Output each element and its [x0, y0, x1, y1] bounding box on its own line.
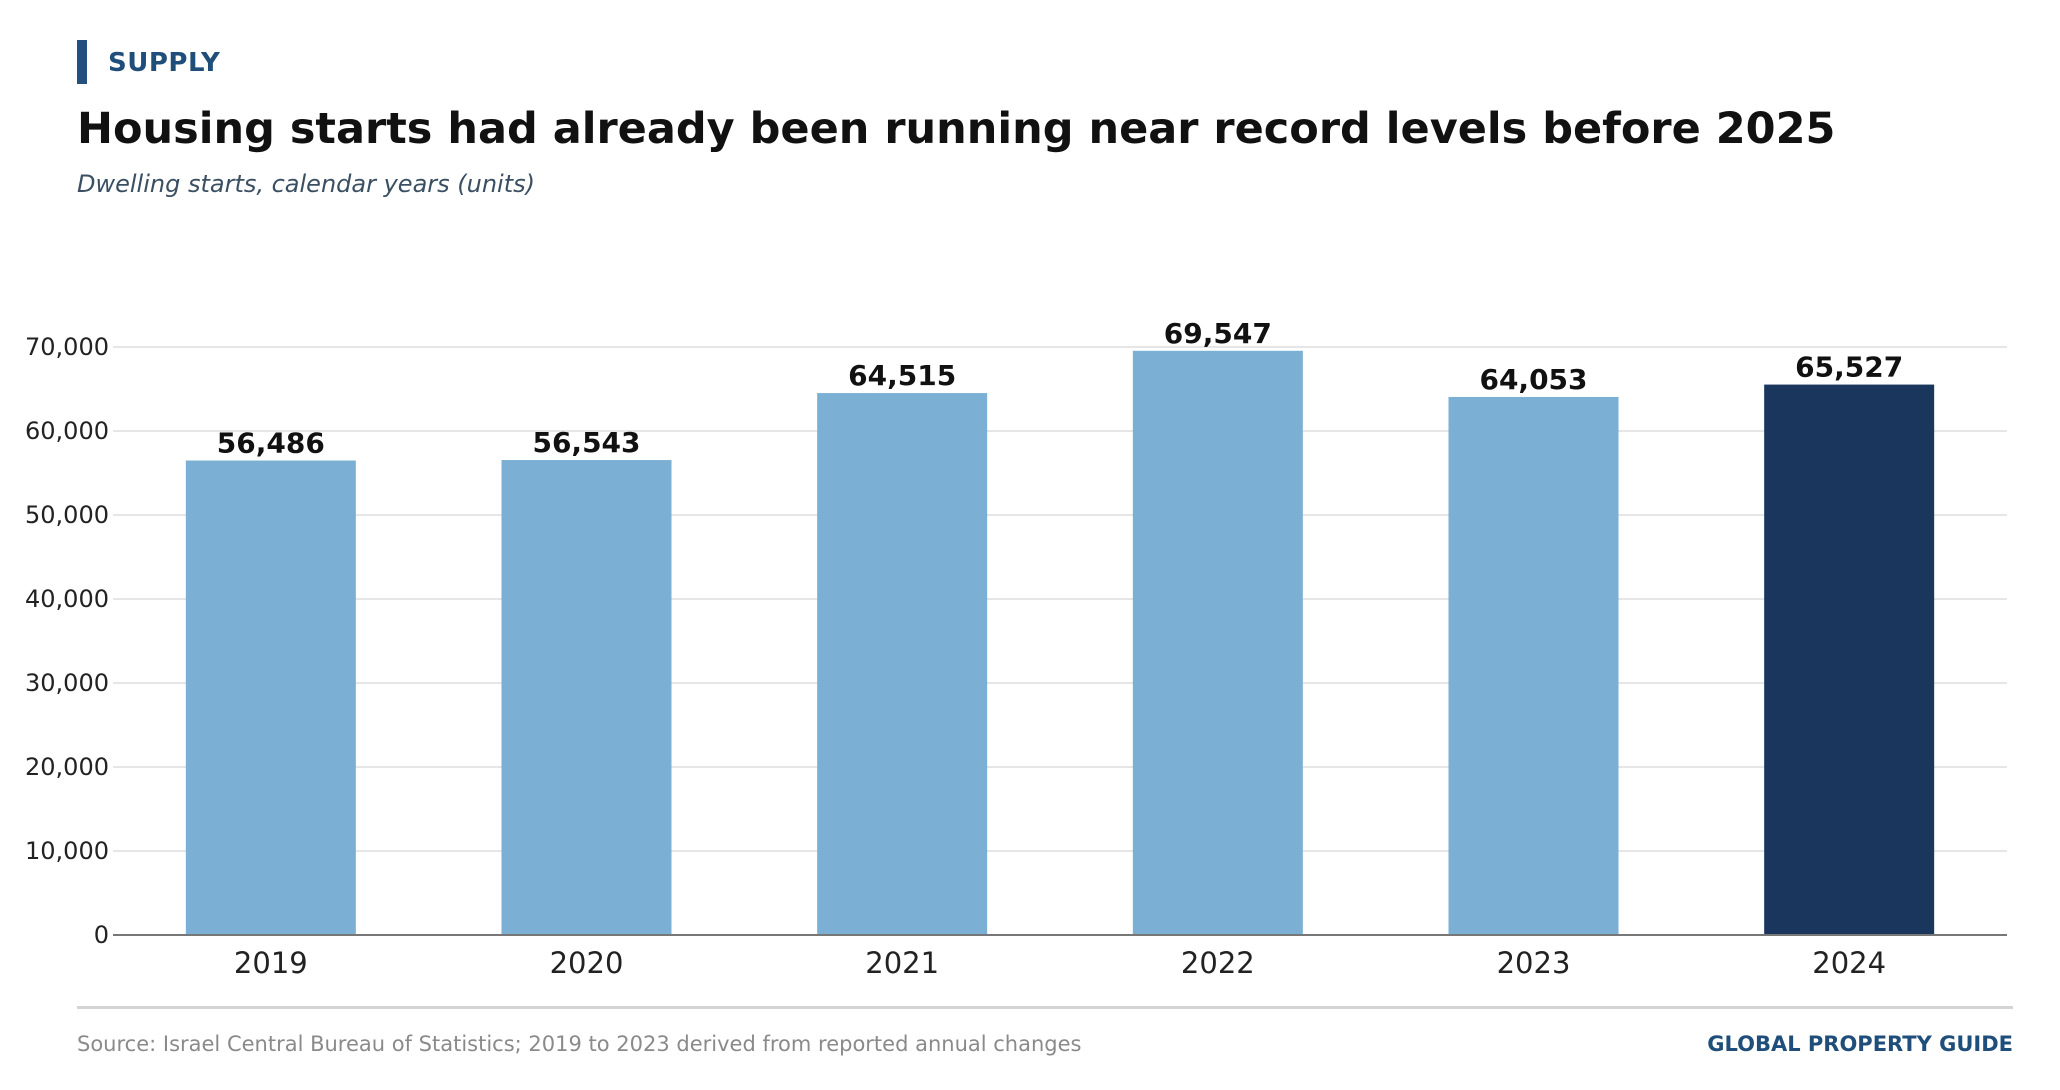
bar-2019 — [185, 460, 356, 935]
bar-chart: 0 10,000 20,000 30,000 40,000 50,000 60,000 70,… — [25, 317, 2007, 980]
brand-logo-text: GLOBAL PROPERTY GUIDE — [1707, 1032, 2013, 1056]
x-tick-label: 2020 — [550, 946, 624, 980]
footer-divider — [77, 1006, 2013, 1009]
data-label: 64,053 — [1479, 363, 1587, 396]
x-tick-label: 2021 — [865, 946, 939, 980]
chart-subtitle: Dwelling starts, calendar years (units) — [77, 170, 536, 198]
y-tick-label: 40,000 — [25, 585, 109, 613]
x-tick-label: 2023 — [1497, 946, 1571, 980]
bar-2024 — [1764, 384, 1935, 935]
y-tick-label: 0 — [94, 921, 109, 949]
bar-2020 — [501, 460, 672, 935]
gridlines — [113, 346, 2007, 852]
y-tick-label: 30,000 — [25, 669, 109, 697]
y-tick-label: 60,000 — [25, 417, 109, 445]
x-axis-ticks: 2019 2020 2021 2022 2023 2024 — [234, 946, 1886, 980]
y-tick-label: 10,000 — [25, 837, 109, 865]
y-tick-label: 70,000 — [25, 333, 109, 361]
data-label: 56,543 — [532, 426, 640, 459]
data-label: 56,486 — [217, 427, 325, 460]
bar-2022 — [1132, 350, 1303, 936]
bars — [185, 350, 1935, 936]
data-label: 65,527 — [1795, 351, 1903, 384]
y-tick-label: 50,000 — [25, 501, 109, 529]
data-label: 69,547 — [1164, 317, 1272, 350]
x-tick-label: 2019 — [234, 946, 308, 980]
kicker-accent-bar — [77, 40, 87, 84]
source-note: Source: Israel Central Bureau of Statist… — [77, 1032, 1082, 1056]
x-tick-label: 2024 — [1812, 946, 1886, 980]
kicker-label: SUPPLY — [108, 48, 221, 78]
y-axis-ticks: 0 10,000 20,000 30,000 40,000 50,000 60,000 70,… — [25, 333, 109, 949]
y-tick-label: 20,000 — [25, 753, 109, 781]
bar-2023 — [1448, 396, 1619, 935]
chart-title: Housing starts had already been running … — [77, 104, 1836, 154]
bar-2021 — [817, 393, 988, 936]
data-labels: 56,486 56,543 64,515 69,547 64,053 65,527 — [217, 317, 1903, 460]
data-label: 64,515 — [848, 359, 956, 392]
x-tick-label: 2022 — [1181, 946, 1255, 980]
